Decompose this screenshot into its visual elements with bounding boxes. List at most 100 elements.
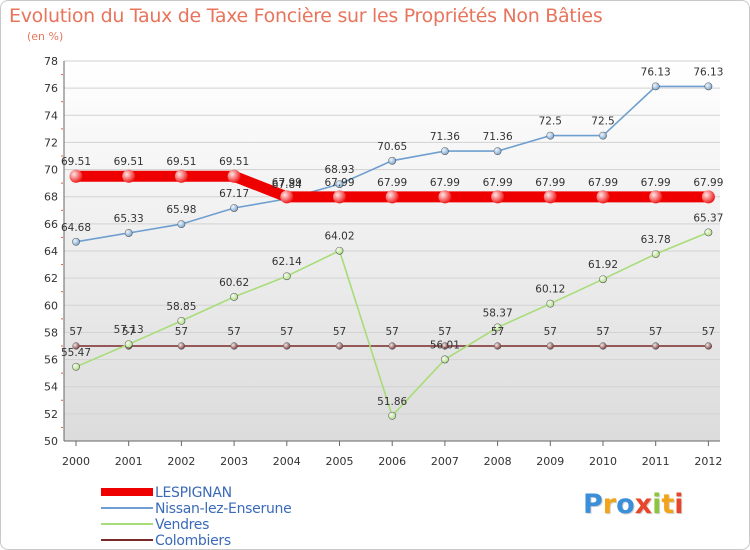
data-point-highlight: [333, 190, 346, 204]
data-label-lespignan: 67.99: [377, 177, 407, 189]
data-label-colombiers: 57: [69, 326, 82, 338]
data-label-vendres: 51.86: [377, 396, 407, 408]
y-tick-label: 62: [44, 272, 58, 285]
grid: [64, 60, 720, 442]
series-nissan: [72, 82, 713, 246]
data-label-lespignan: 67.99: [588, 177, 618, 189]
data-label-colombiers: 57: [175, 326, 188, 338]
logo-letter: P: [583, 489, 603, 520]
data-label-lespignan: 67.99: [483, 177, 513, 189]
data-label-vendres: 56.01: [430, 339, 460, 351]
data-point-highlight: [599, 132, 607, 140]
data-point-highlight: [494, 323, 502, 332]
data-label-vendres: 58.85: [166, 301, 196, 313]
proxiti-logo: Proxiti: [583, 489, 684, 520]
series-lespignan: [69, 169, 715, 204]
data-label-colombiers: 57: [702, 326, 715, 338]
legend-swatch-vendres: [101, 523, 153, 525]
data-label-nissan: 71.36: [483, 131, 513, 143]
data-label-lespignan: 69.51: [219, 156, 249, 168]
data-label-vendres: 64.02: [324, 231, 354, 243]
data-point-highlight: [599, 342, 607, 350]
data-label-nissan: 65.33: [114, 213, 144, 225]
data-label-lespignan: 67.99: [430, 177, 460, 189]
logo-letter: r: [602, 489, 617, 520]
data-point-highlight: [705, 342, 712, 350]
data-point-highlight: [546, 132, 554, 140]
y-tick-label: 52: [44, 408, 58, 421]
legend-label-vendres: Vendres: [155, 517, 210, 533]
data-point-highlight: [494, 342, 501, 350]
y-tick-label: 76: [44, 82, 58, 95]
data-label-vendres: 58.37: [483, 307, 513, 319]
data-point-highlight: [494, 147, 502, 155]
data-point-highlight: [704, 82, 713, 90]
y-tick-label: 58: [44, 326, 58, 339]
data-label-colombiers: 57: [649, 326, 662, 338]
x-tick-label: 2005: [326, 455, 354, 468]
data-point-highlight: [227, 169, 241, 183]
data-point-highlight: [230, 204, 238, 212]
legend-label-colombiers: Colombiers: [155, 533, 231, 549]
data-label-lespignan: 69.51: [166, 156, 196, 168]
data-point-highlight: [649, 190, 663, 204]
legend-item-nissan: Nissan-lez-Enserune: [101, 501, 421, 517]
data-label-nissan: 64.68: [61, 222, 91, 234]
logo-letter: t: [661, 489, 675, 520]
legend-swatch-lespignan: [101, 488, 153, 496]
data-label-vendres: 55.47: [61, 347, 91, 359]
y-tick-label: 54: [44, 381, 58, 394]
data-label-nissan: 76.13: [693, 66, 723, 78]
data-point-highlight: [441, 147, 449, 155]
data-label-colombiers: 57: [280, 326, 293, 338]
data-label-nissan: 67.17: [219, 188, 249, 200]
legend-label-lespignan: LESPIGNAN: [155, 485, 232, 501]
y-tick-label: 72: [44, 136, 58, 149]
data-label-vendres: 60.12: [535, 284, 565, 296]
series-group: [69, 82, 715, 420]
x-tick-label: 2009: [536, 455, 564, 468]
data-labels: 69.51 69.51 69.51 69.51 67.99 67.99 67.99 67.99…: [61, 66, 723, 407]
x-tick-label: 2004: [273, 455, 301, 468]
x-tick-label: 2008: [484, 455, 512, 468]
data-point-highlight: [441, 355, 449, 364]
y-tick-label: 74: [44, 109, 58, 122]
logo-letter: i: [652, 489, 662, 520]
data-point-highlight: [335, 180, 344, 188]
data-label-lespignan: 67.99: [272, 177, 302, 189]
x-tick-label: 2003: [220, 455, 248, 468]
data-point-highlight: [704, 228, 713, 237]
x-tick-label: 2006: [378, 455, 406, 468]
data-point-highlight: [69, 169, 83, 183]
legend-swatch-nissan: [101, 507, 153, 509]
data-point-highlight: [125, 229, 133, 237]
data-point-highlight: [72, 363, 80, 371]
legend-item-vendres: Vendres: [101, 517, 421, 533]
data-point-highlight: [283, 342, 291, 350]
chart-title: Evolution du Taux de Taxe Foncière sur l…: [9, 5, 603, 27]
x-tick-label: 2011: [642, 455, 670, 468]
data-point-highlight: [547, 342, 554, 350]
data-point-highlight: [177, 317, 185, 325]
y-tick-label: 50: [44, 435, 58, 448]
data-point-highlight: [701, 190, 715, 204]
y-tick-label: 66: [44, 218, 58, 231]
x-tick-label: 2002: [167, 455, 195, 468]
data-label-colombiers: 57: [596, 326, 609, 338]
data-label-colombiers: 57: [122, 326, 135, 338]
legend-swatch-colombiers: [101, 539, 153, 541]
data-label-lespignan: 69.51: [61, 156, 91, 168]
data-point-highlight: [336, 342, 343, 350]
data-label-colombiers: 57: [544, 326, 557, 338]
data-point-highlight: [546, 300, 554, 308]
data-label-nissan: 72.5: [539, 116, 562, 128]
data-label-colombiers: 57: [386, 326, 399, 338]
y-axis-unit-label: (en %): [27, 30, 64, 43]
data-label-vendres: 62.14: [272, 256, 302, 268]
data-point-highlight: [388, 412, 396, 420]
data-label-nissan: 76.13: [641, 66, 671, 78]
data-point-highlight: [441, 342, 449, 350]
data-label-lespignan: 69.51: [114, 156, 144, 168]
data-label-vendres: 57.13: [114, 324, 144, 336]
